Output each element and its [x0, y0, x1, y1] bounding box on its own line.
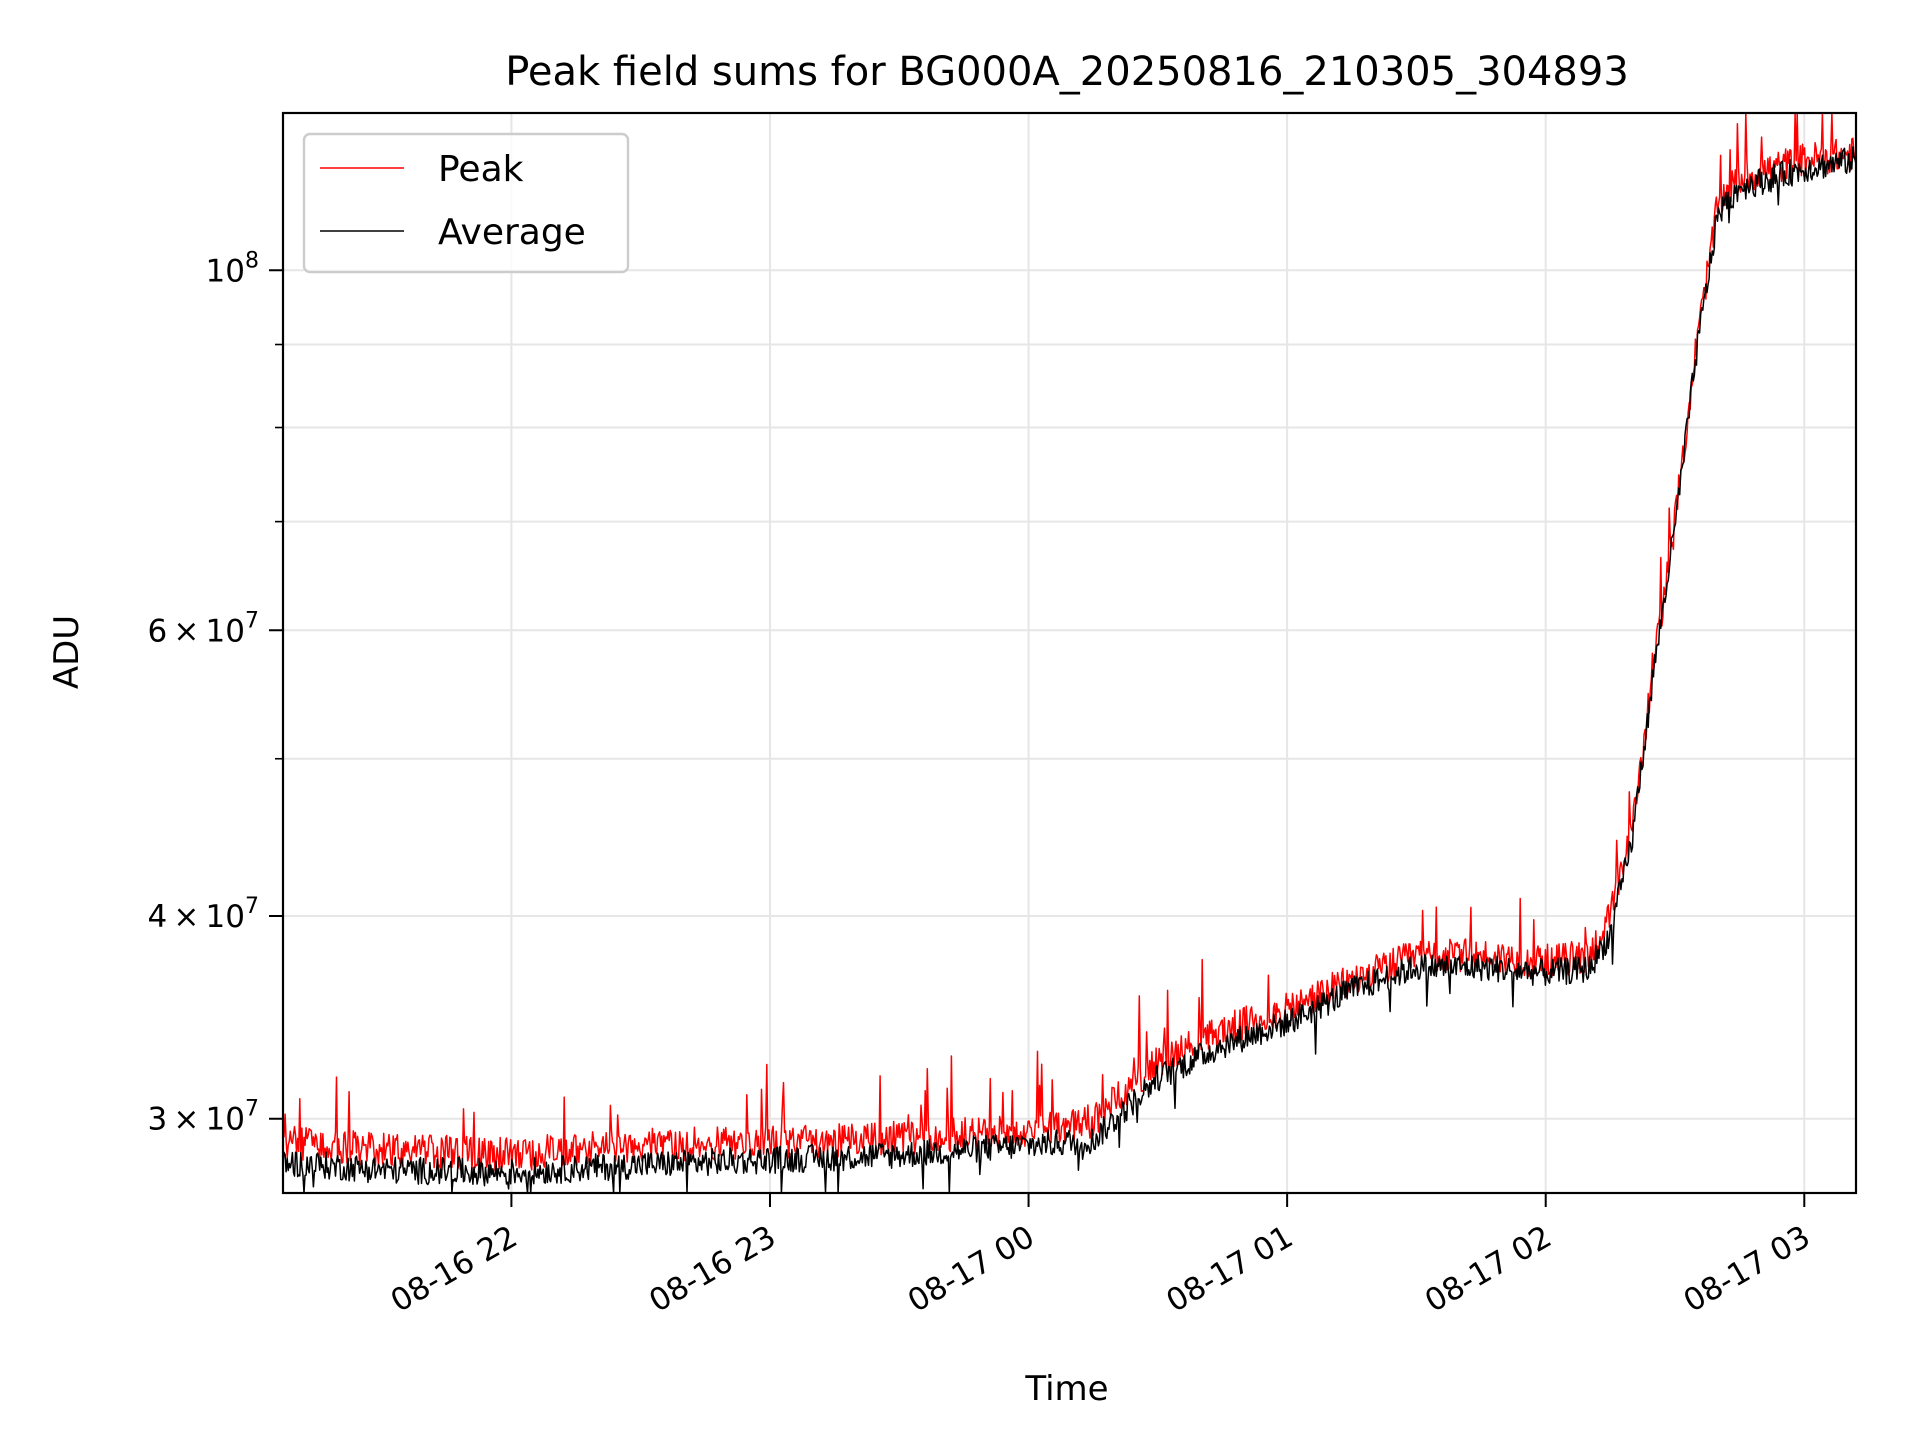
x-tick-label: 08-17 00 [902, 1219, 1041, 1320]
y-axis-ticks: 3 × 107 4 × 107 6 × 107 108 [147, 248, 283, 1138]
series-line-average [282, 146, 1857, 1194]
legend-label-average: Average [438, 212, 586, 253]
series-line-peak [282, 112, 1857, 1172]
series-layer [282, 112, 1857, 1194]
y-axis-label: ADU [47, 615, 87, 689]
x-tick-label: 08-17 02 [1419, 1219, 1558, 1320]
legend-label-peak: Peak [438, 149, 524, 190]
x-tick-label: 08-16 23 [643, 1219, 782, 1320]
y-tick-label: 3 × 107 [147, 1097, 259, 1138]
y-tick-label: 6 × 107 [147, 608, 259, 649]
x-tick-label: 08-17 01 [1160, 1219, 1299, 1320]
x-tick-label: 08-17 03 [1678, 1219, 1817, 1320]
plot-area-frame [281, 111, 1858, 1195]
x-axis-label: Time [1024, 1369, 1108, 1409]
x-axis-ticks: 08-16 22 08-16 23 08-17 00 08-17 01 08-17 02… [385, 1193, 1817, 1320]
y-tick-label: 4 × 107 [147, 894, 259, 935]
chart-title: Peak field sums for BG000A_20250816_2103… [505, 49, 1629, 95]
legend: Peak Average [302, 132, 630, 274]
gridlines [283, 113, 1856, 1193]
y-tick-label: 108 [206, 248, 259, 289]
x-tick-label: 08-16 22 [385, 1219, 524, 1320]
